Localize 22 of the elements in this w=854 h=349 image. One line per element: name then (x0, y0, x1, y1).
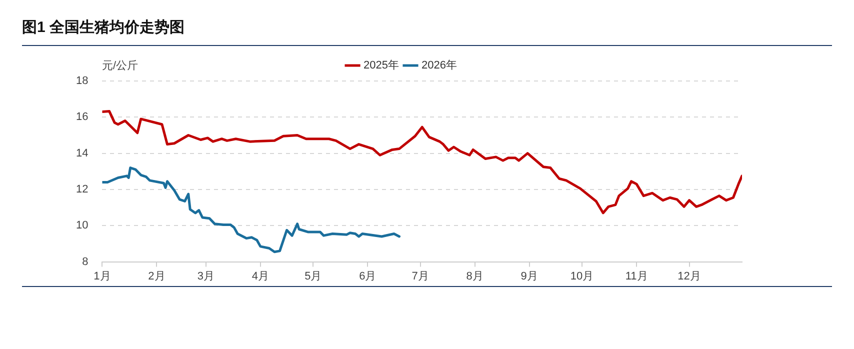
x-tick-label: 7月 (412, 270, 429, 282)
y-tick-label: 18 (76, 75, 88, 88)
y-axis-title: 元/公斤 (102, 59, 138, 73)
x-tick-label: 12月 (678, 270, 701, 282)
x-tick-label: 6月 (359, 270, 376, 282)
x-tick-label: 9月 (520, 270, 538, 282)
chart-title: 图1 全国生猪均价走势图 (22, 8, 832, 46)
legend-label: 2026年 (422, 60, 457, 72)
x-tick-label: 11月 (625, 270, 648, 282)
x-tick-label: 5月 (304, 270, 322, 282)
y-tick-label: 12 (76, 184, 88, 196)
x-tick-label: 3月 (197, 270, 214, 282)
y-tick-label: 8 (82, 256, 88, 268)
x-tick-label: 10月 (570, 270, 594, 282)
legend-label: 2025年 (364, 60, 400, 72)
x-tick-label: 8月 (466, 270, 484, 282)
x-tick-label: 2月 (148, 270, 166, 282)
y-tick-label: 10 (76, 220, 88, 232)
y-tick-label: 14 (76, 147, 88, 160)
y-tick-label: 16 (76, 111, 88, 124)
x-tick-label: 4月 (252, 270, 269, 282)
x-tick-label: 1月 (94, 270, 111, 282)
